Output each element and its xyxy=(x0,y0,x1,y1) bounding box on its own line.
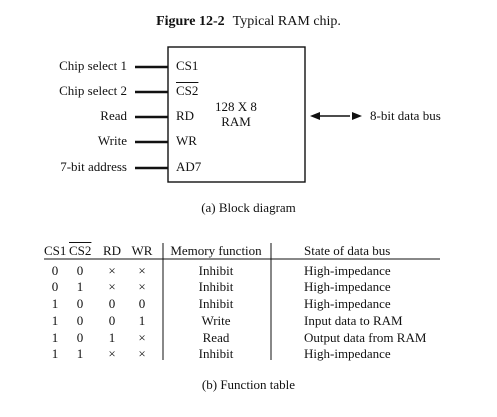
caption-function-table: (b) Function table xyxy=(201,377,296,392)
figure-title: Figure 12-2 Typical RAM chip. xyxy=(0,14,497,30)
cell-rd: 1 xyxy=(108,330,116,345)
pin-cs2: CS2 xyxy=(176,83,199,98)
header-cs1: CS1 xyxy=(44,243,67,258)
chip-size-label: 128 X 8 xyxy=(215,99,257,114)
cell-wr: × xyxy=(138,263,146,278)
ram-chip-box xyxy=(167,46,306,183)
pin-ad7: AD7 xyxy=(176,159,202,174)
cell-wr: × xyxy=(138,346,146,361)
header-rd: RD xyxy=(102,243,122,258)
figure-title-text: Typical RAM chip. xyxy=(232,14,341,29)
cell-cs1: 1 xyxy=(51,330,59,345)
cell-memory-function: Read xyxy=(202,330,230,345)
header-memory-function: Memory function xyxy=(170,243,262,258)
cell-cs1: 0 xyxy=(51,263,59,278)
data-bus-arrow-left xyxy=(310,112,320,120)
header-cs2: CS2 xyxy=(69,243,92,258)
cell-data-bus: High-impedance xyxy=(304,296,391,311)
cell-rd: × xyxy=(108,346,116,361)
cell-wr: × xyxy=(138,279,146,294)
cell-cs2: 0 xyxy=(76,296,84,311)
cell-memory-function: Inhibit xyxy=(198,296,234,311)
cell-memory-function: Inhibit xyxy=(198,279,234,294)
cell-data-bus: High-impedance xyxy=(304,279,391,294)
cell-data-bus: High-impedance xyxy=(304,346,391,361)
cell-rd: × xyxy=(108,263,116,278)
cell-data-bus: Output data from RAM xyxy=(304,330,427,345)
cell-data-bus: High-impedance xyxy=(304,263,391,278)
cell-wr: 1 xyxy=(138,313,146,328)
data-bus-arrow-right xyxy=(352,112,362,120)
input-label-chip-select-1: Chip select 1 xyxy=(59,58,127,73)
cell-data-bus: Input data to RAM xyxy=(304,313,403,328)
input-label-chip-select-2: Chip select 2 xyxy=(59,83,127,98)
cell-cs2: 1 xyxy=(76,279,84,294)
cell-memory-function: Inhibit xyxy=(198,263,234,278)
pin-cs1: CS1 xyxy=(176,58,199,73)
cell-rd: 0 xyxy=(108,296,116,311)
chip-type-label: RAM xyxy=(221,114,251,129)
pin-wr: WR xyxy=(176,133,197,148)
input-label-address: 7-bit address xyxy=(60,159,127,174)
input-label-read: Read xyxy=(100,108,127,123)
cell-memory-function: Write xyxy=(201,313,231,328)
header-wr: WR xyxy=(131,243,153,258)
cell-wr: 0 xyxy=(138,296,146,311)
cell-cs2: 1 xyxy=(76,346,84,361)
cell-memory-function: Inhibit xyxy=(198,346,234,361)
figure-number: Figure 12-2 xyxy=(156,14,225,29)
cell-rd: × xyxy=(108,279,116,294)
cell-rd: 0 xyxy=(108,313,116,328)
caption-block-diagram: (a) Block diagram xyxy=(201,200,296,215)
cell-cs1: 1 xyxy=(51,313,59,328)
cell-cs2: 0 xyxy=(76,313,84,328)
pin-rd: RD xyxy=(176,108,195,123)
cell-cs1: 0 xyxy=(51,279,59,294)
data-bus-label: 8-bit data bus xyxy=(370,108,441,123)
cell-cs2: 0 xyxy=(76,263,84,278)
cell-wr: × xyxy=(138,330,146,345)
cell-cs1: 1 xyxy=(51,296,59,311)
cell-cs1: 1 xyxy=(51,346,59,361)
cell-cs2: 0 xyxy=(76,330,84,345)
input-label-write: Write xyxy=(97,133,127,148)
header-data-bus: State of data bus xyxy=(304,243,391,258)
